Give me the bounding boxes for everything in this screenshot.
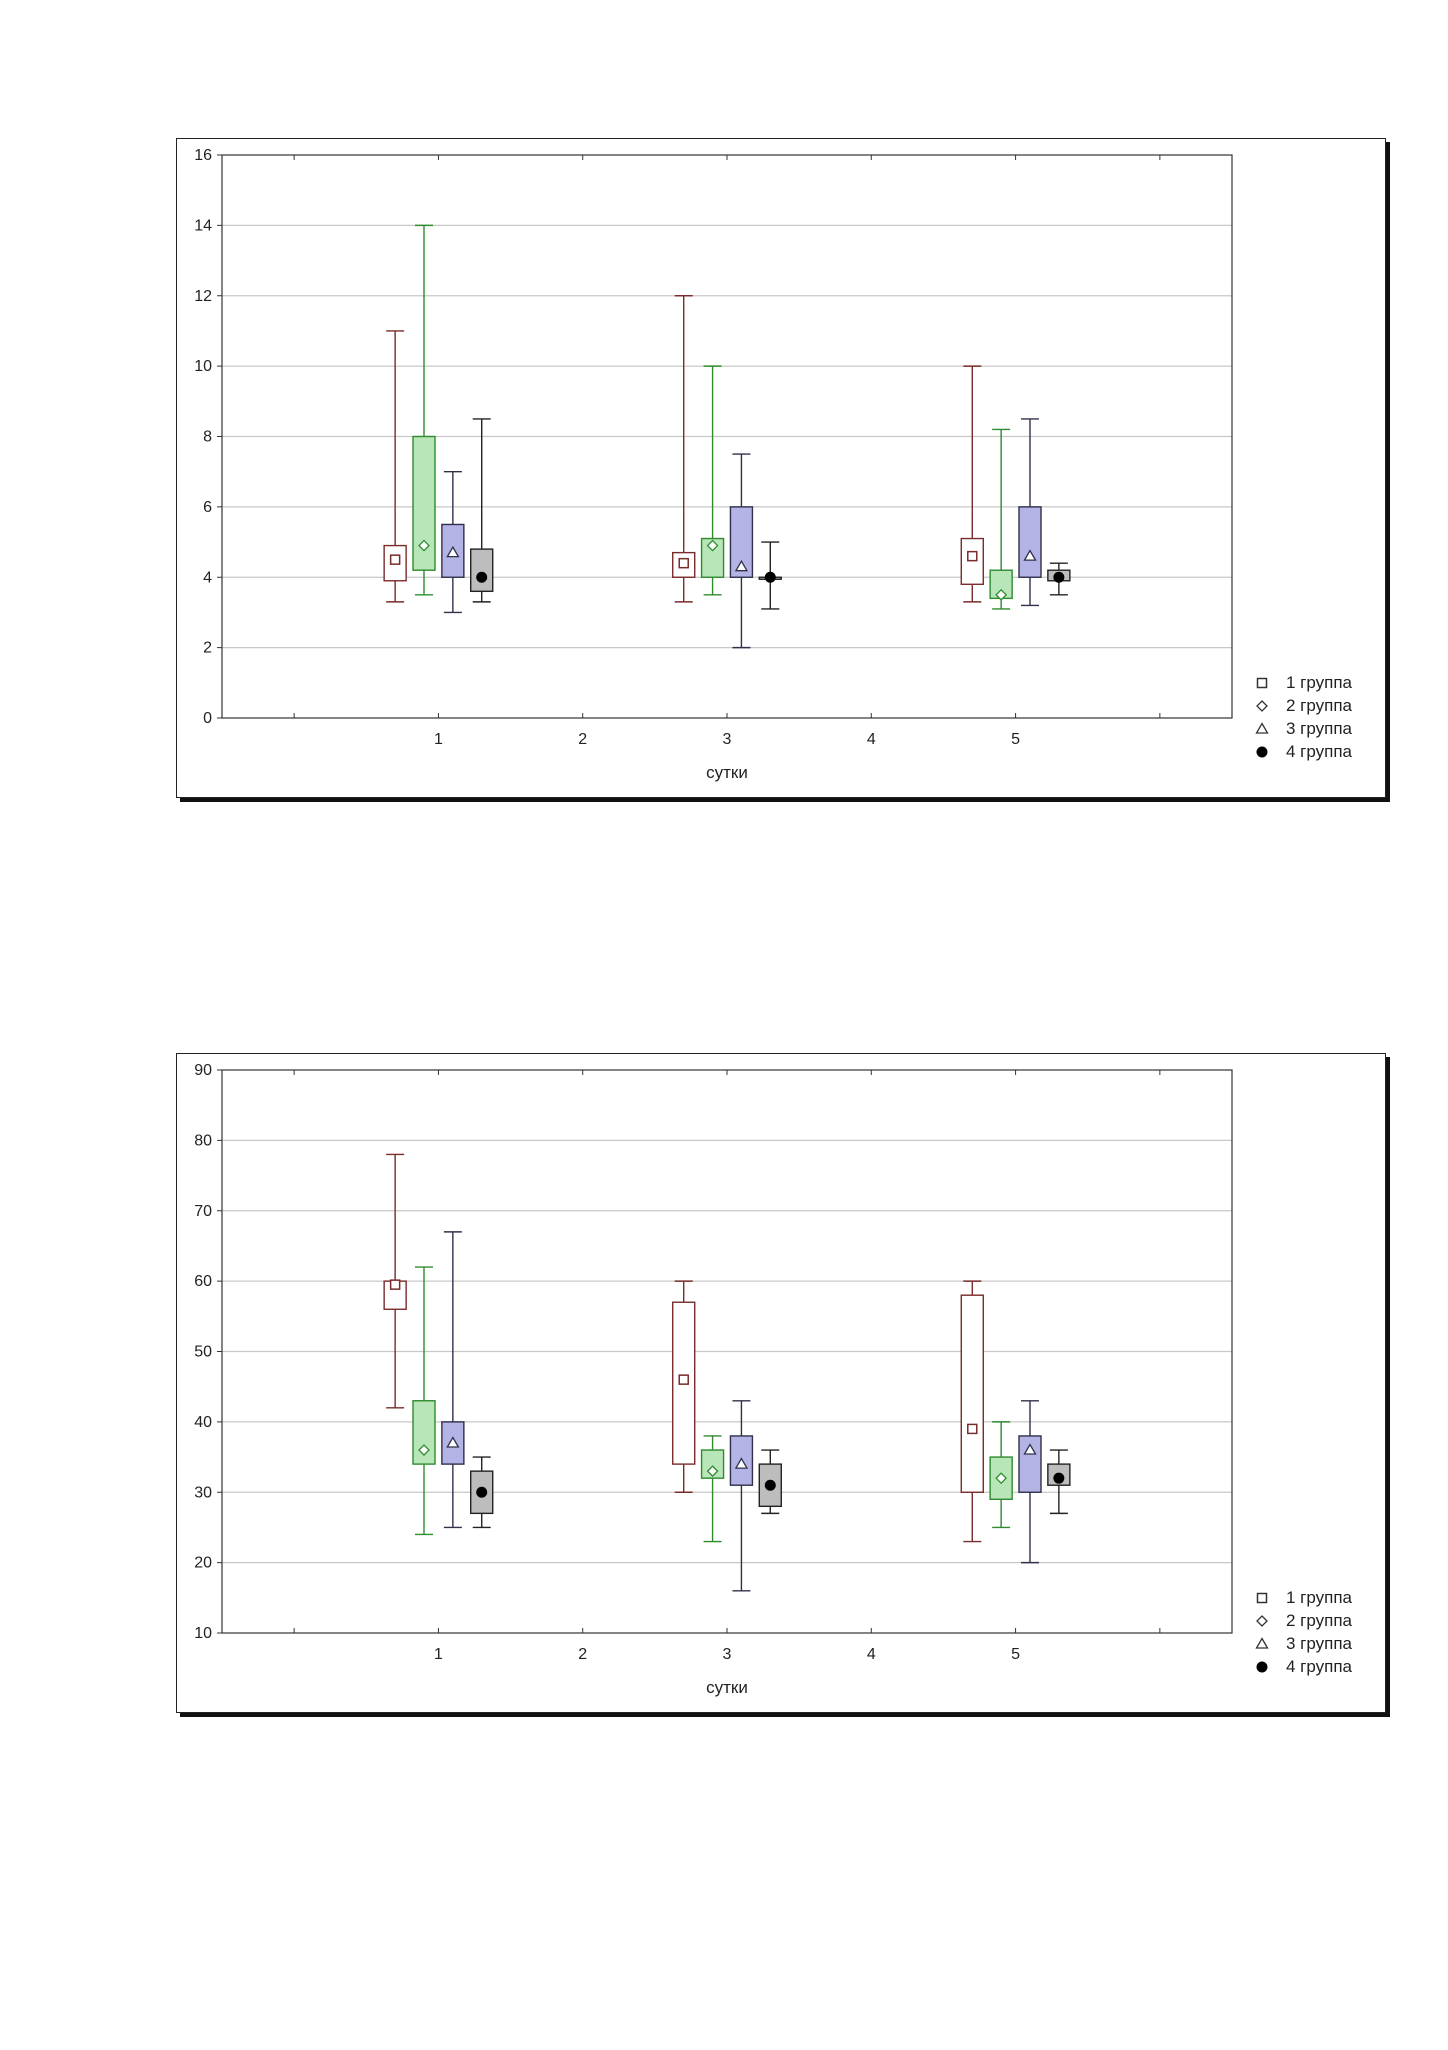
x-tick-label: 2 — [578, 1646, 587, 1663]
y-tick-label: 16 — [194, 147, 212, 164]
median-marker — [389, 1279, 401, 1290]
median-marker — [1053, 571, 1065, 583]
y-tick-label: 4 — [203, 569, 212, 586]
median-marker — [1023, 549, 1037, 561]
legend-marker — [1256, 746, 1268, 758]
boxplot-chart-2: 10 20 30 40 50 60 70 80 90 1 2 3 4 5 сутки 1 группа 2 гр… — [176, 1053, 1386, 1713]
box — [1018, 1435, 1042, 1493]
y-tick-label: 40 — [194, 1414, 212, 1431]
legend-label: 3 группа — [1286, 1634, 1353, 1653]
median-marker — [446, 545, 460, 558]
y-tick-label: 90 — [194, 1062, 212, 1079]
box — [960, 537, 984, 585]
box — [729, 506, 754, 578]
legend-marker — [1256, 700, 1268, 712]
median-marker — [967, 1423, 978, 1435]
x-axis-title: сутки — [706, 1678, 748, 1697]
legend: 1 группа 2 группа 3 группа 4 группа — [1255, 1588, 1353, 1676]
y-tick-label: 14 — [194, 217, 212, 234]
median-marker — [1053, 1472, 1065, 1484]
median-marker — [995, 1472, 1008, 1485]
series-group-3 — [441, 418, 1042, 649]
y-tick-label: 2 — [203, 640, 212, 657]
box — [1018, 506, 1042, 578]
y-tick-label: 60 — [194, 1273, 212, 1290]
y-tick-label: 50 — [194, 1344, 212, 1361]
legend-label: 2 группа — [1286, 1611, 1353, 1630]
y-tick-label: 6 — [203, 499, 212, 516]
legend: 1 группа 2 группа 3 группа 4 группа — [1255, 673, 1353, 761]
median-marker — [734, 559, 749, 572]
median-marker — [476, 1486, 488, 1498]
median-marker — [995, 588, 1008, 601]
median-marker — [446, 1436, 460, 1448]
legend-marker — [1255, 722, 1269, 734]
y-tick-label: 10 — [194, 1625, 212, 1642]
legend-label: 4 группа — [1286, 742, 1353, 761]
legend-marker — [1256, 1592, 1268, 1604]
box — [412, 435, 436, 571]
legend-marker — [1255, 1637, 1269, 1649]
y-tick-label: 20 — [194, 1555, 212, 1572]
legend-label: 2 группа — [1286, 696, 1353, 715]
series-group-4 — [470, 1449, 1071, 1529]
median-marker — [678, 1374, 689, 1385]
median-marker — [764, 1479, 776, 1491]
series-group-1 — [383, 295, 984, 603]
legend-marker — [1256, 1615, 1268, 1627]
median-marker — [764, 571, 776, 583]
median-marker — [418, 539, 430, 552]
median-marker — [706, 1465, 719, 1478]
box — [470, 548, 494, 593]
x-tick-label: 5 — [1011, 731, 1020, 748]
x-tick-label: 1 — [434, 731, 443, 748]
series-group-2 — [412, 1266, 1013, 1543]
median-marker — [706, 539, 719, 552]
median-marker — [678, 557, 689, 569]
series-group-3 — [441, 1231, 1042, 1592]
median-marker — [389, 554, 401, 565]
y-tick-label: 80 — [194, 1132, 212, 1149]
x-tick-label: 2 — [578, 731, 587, 748]
x-tick-label: 1 — [434, 1646, 443, 1663]
x-tick-label: 3 — [723, 1646, 732, 1663]
box — [960, 1294, 984, 1493]
x-tick-label: 5 — [1011, 1646, 1020, 1663]
legend-label: 4 группа — [1286, 1657, 1353, 1676]
median-marker — [734, 1457, 749, 1469]
median-marker — [476, 571, 488, 583]
box — [412, 1400, 436, 1465]
y-tick-label: 0 — [203, 710, 212, 727]
legend-marker — [1256, 677, 1268, 689]
legend-label: 3 группа — [1286, 719, 1353, 738]
boxplot-chart-1: 0 2 4 6 8 10 12 14 16 1 2 3 4 5 сутки 1 группа 2 группа 3… — [176, 138, 1386, 798]
y-tick-label: 30 — [194, 1484, 212, 1501]
x-tick-label: 4 — [867, 1646, 876, 1663]
median-marker — [1023, 1443, 1037, 1455]
legend-label: 1 группа — [1286, 673, 1353, 692]
series-group-4 — [470, 418, 1071, 610]
box — [700, 537, 725, 578]
y-tick-label: 70 — [194, 1203, 212, 1220]
legend-marker — [1256, 1661, 1268, 1673]
series-group-2 — [412, 224, 1013, 610]
chart-2-svg: 10 20 30 40 50 60 70 80 90 1 2 3 4 5 сутки 1 группа 2 гр… — [194, 1062, 1353, 1697]
y-tick-label: 10 — [194, 358, 212, 375]
median-marker — [418, 1444, 430, 1456]
series-group-1 — [383, 1153, 984, 1543]
legend-label: 1 группа — [1286, 1588, 1353, 1607]
median-marker — [967, 550, 978, 562]
y-tick-label: 8 — [203, 429, 212, 446]
y-tick-label: 12 — [194, 288, 212, 305]
x-tick-label: 4 — [867, 731, 876, 748]
x-axis-title: сутки — [706, 763, 748, 782]
x-tick-label: 3 — [723, 731, 732, 748]
